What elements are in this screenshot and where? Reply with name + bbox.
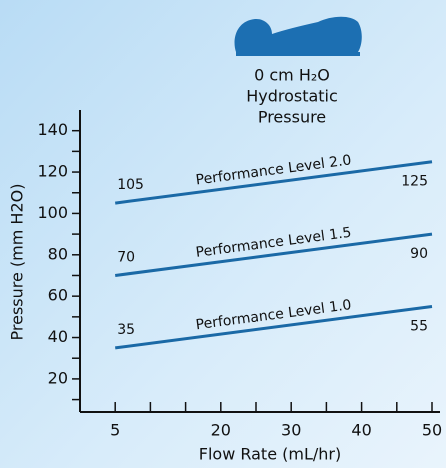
series-line xyxy=(115,160,433,205)
series-line xyxy=(115,305,433,350)
x-tick-label: 50 xyxy=(422,421,442,440)
data-label: 35 xyxy=(117,322,135,338)
header-line: Hydrostatic xyxy=(246,87,338,106)
y-tick-label: 20 xyxy=(48,368,68,387)
y-tick-label: 100 xyxy=(37,203,68,222)
x-tick-label: 5 xyxy=(110,421,120,440)
y-tick-label: 120 xyxy=(37,162,68,181)
data-label: 90 xyxy=(410,246,428,262)
header-line: 0 cm H₂O xyxy=(254,66,330,85)
x-axis-label: Flow Rate (mL/hr) xyxy=(199,445,341,464)
patient-icon xyxy=(234,16,362,56)
data-label: 105 xyxy=(117,177,144,193)
data-label: 125 xyxy=(401,174,428,190)
y-tick-label: 40 xyxy=(48,327,68,346)
x-tick-label: 20 xyxy=(211,421,231,440)
y-tick-label: 80 xyxy=(48,244,68,263)
header-line: Pressure xyxy=(258,108,326,127)
y-tick-label: 60 xyxy=(48,286,68,305)
data-label: 55 xyxy=(410,319,428,335)
x-tick-label: 40 xyxy=(351,421,371,440)
y-tick-label: 140 xyxy=(37,120,68,139)
y-axis-label: Pressure (mm H2O) xyxy=(8,184,27,341)
x-tick-label: 30 xyxy=(281,421,301,440)
series-line xyxy=(115,232,433,277)
data-label: 70 xyxy=(117,249,135,265)
